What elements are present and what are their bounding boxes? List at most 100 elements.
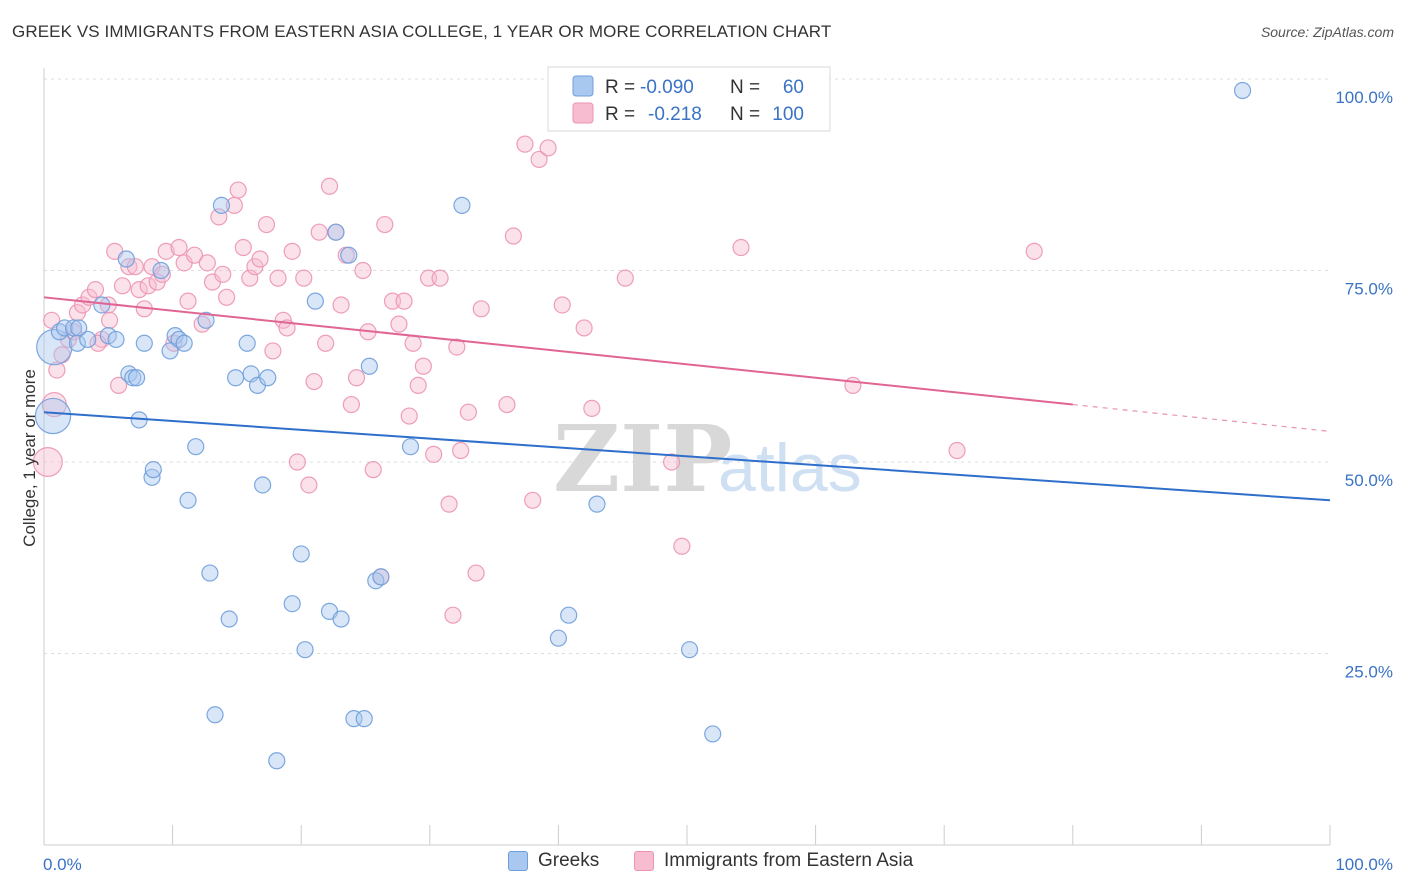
immigrants-point (332, 296, 350, 314)
greeks-point (70, 319, 88, 337)
y-tick-labels: 25.0% 50.0% 75.0% 100.0% (1335, 88, 1393, 682)
greeks-trend-line (43, 411, 1331, 502)
immigrants-point (179, 292, 197, 310)
y-tick-label: 75.0% (1345, 280, 1393, 299)
greeks-point (227, 369, 245, 387)
immigrants-point (364, 461, 382, 479)
legend-greeks-r-label: R = (605, 77, 635, 98)
legend-immigrants-r-value: -0.218 (648, 104, 702, 125)
trend-lines (43, 296, 1331, 502)
immigrants-point (616, 269, 634, 287)
immigrants-point (86, 281, 105, 299)
immigrants-point (390, 315, 408, 333)
greeks-point (124, 369, 142, 387)
immigrants-point (320, 177, 339, 195)
legend-immigrants-n-label: N = (730, 104, 760, 125)
immigrants-point (414, 357, 432, 375)
immigrants-point (48, 361, 66, 379)
legend-immigrants-n-value: 100 (772, 104, 804, 125)
greeks-point (144, 461, 162, 479)
immigrants-swatch (634, 851, 654, 871)
greeks-point (296, 641, 314, 659)
immigrants-point (257, 215, 276, 234)
immigrants-point (409, 376, 427, 394)
immigrants-point (305, 372, 323, 391)
greeks-point (220, 610, 238, 628)
bottom-legend-immigrants: Immigrants from Eastern Asia (634, 850, 913, 872)
immigrants-point (251, 250, 269, 268)
greeks-point (79, 330, 97, 349)
immigrants-point (347, 369, 366, 387)
y-tick-label: 50.0% (1345, 471, 1393, 490)
bottom-legend-greeks: Greeks (508, 850, 599, 872)
x-tick-label: 100.0% (1335, 855, 1393, 874)
immigrants-point (524, 491, 542, 509)
greeks-point (93, 296, 111, 314)
axes (43, 68, 1331, 846)
greeks-label: Greeks (538, 850, 600, 871)
greeks-point (549, 629, 568, 647)
immigrants-point (109, 376, 128, 394)
greeks-point (187, 438, 205, 456)
greeks-point (332, 610, 350, 628)
immigrants-point (583, 399, 601, 417)
immigrants-point (948, 441, 966, 460)
immigrants-point (575, 319, 593, 337)
immigrants-point (198, 254, 216, 272)
greeks-point (212, 196, 231, 214)
greeks-point (161, 342, 179, 360)
greeks-point (453, 196, 471, 214)
greeks-point (327, 223, 345, 241)
greeks-point (268, 752, 286, 770)
immigrants-point (530, 150, 548, 169)
watermark: ZIP atlas (553, 405, 862, 513)
greeks-point (55, 319, 74, 337)
immigrants-point (139, 277, 157, 295)
greeks-point (259, 369, 277, 387)
greeks-point (560, 606, 578, 624)
immigrants-point (157, 242, 175, 260)
greeks-point (340, 246, 358, 264)
immigrants-trend-extension (1072, 403, 1331, 432)
greeks-point (401, 438, 420, 456)
immigrants-point (504, 227, 522, 245)
legend-greeks-r-value: -0.090 (640, 77, 694, 98)
greeks-point (175, 334, 193, 352)
greeks-point (704, 725, 722, 743)
y-axis-label: College, 1 year or more (20, 369, 39, 547)
y-tick-label: 100.0% (1335, 88, 1393, 107)
y-tick-label: 25.0% (1345, 663, 1393, 682)
immigrants-point (425, 445, 443, 463)
greeks-point (117, 250, 135, 268)
immigrants-point (553, 296, 571, 314)
x-tick-labels: 0.0% 100.0% (43, 855, 1393, 874)
immigrants-point (467, 564, 485, 582)
immigrants-point (170, 238, 188, 257)
watermark-zip: ZIP (553, 405, 732, 513)
greeks-point (1233, 81, 1252, 100)
immigrants-point (732, 238, 750, 257)
immigrants-point (300, 476, 318, 494)
legend-greeks-swatch (572, 75, 594, 97)
greeks-point (680, 641, 699, 659)
greeks-point (360, 357, 378, 375)
immigrants-point (440, 495, 458, 513)
greeks-point (99, 327, 117, 345)
greeks-point (179, 491, 197, 509)
greeks-point (201, 564, 219, 582)
greeks-point (588, 495, 606, 513)
immigrants-point (400, 407, 418, 425)
immigrants-point (673, 537, 691, 555)
bottom-legend: Greeks Immigrants from Eastern Asia (0, 850, 1406, 880)
greeks-point (283, 595, 301, 613)
immigrants-point (472, 300, 490, 318)
immigrants-point (269, 269, 287, 287)
immigrants-point (234, 238, 252, 257)
greeks-point (372, 568, 390, 586)
immigrants-label: Immigrants from Eastern Asia (664, 850, 914, 871)
immigrants-point (459, 403, 477, 421)
greeks-point (206, 706, 224, 724)
immigrants-point (264, 342, 282, 360)
chart-title: GREEK VS IMMIGRANTS FROM EASTERN ASIA CO… (12, 22, 832, 41)
immigrants-point (452, 441, 470, 460)
